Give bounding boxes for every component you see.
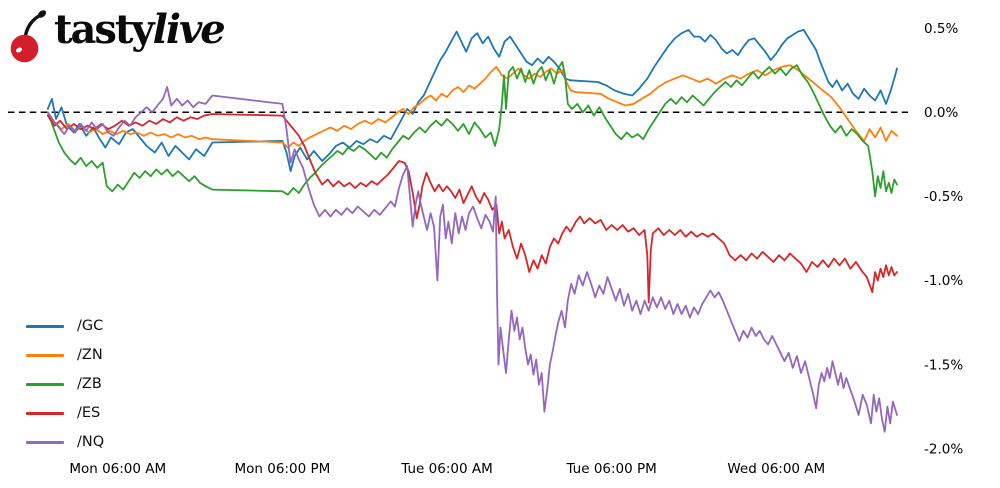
legend-label-zn: /ZN [77,347,103,364]
cherry-icon [10,10,47,63]
legend-item-zn: /ZN [26,341,104,370]
series-line-es [46,113,898,304]
y-tick-label: -2.0% [924,441,963,457]
x-tick-label: Mon 06:00 AM [69,461,166,477]
legend-label-es: /ES [77,405,101,422]
logo-text-tasty: tasty [54,6,155,53]
series-line-gc [46,29,898,172]
series-line-zn [46,64,898,149]
y-tick-label: 0.5% [924,21,958,37]
series-line-zb [46,60,898,198]
legend-line-swatch-gc [26,325,64,328]
legend-line-swatch-es [26,412,64,415]
logo-text-live: live [152,6,226,53]
x-tick-label: Tue 06:00 PM [565,461,656,477]
legend-line-swatch-zb [26,383,64,386]
legend-item-gc: /GC [26,312,104,341]
legend-item-nq: /NQ [26,428,104,457]
y-tick-label: 0.0% [924,105,958,121]
x-tick-label: Wed 06:00 AM [727,461,825,477]
legend-line-swatch-nq [26,441,64,444]
legend-item-es: /ES [26,399,104,428]
y-tick-label: -1.0% [924,273,963,289]
y-tick-label: -1.5% [924,357,963,373]
logo-wordmark: tastylive [54,4,226,56]
legend-label-zb: /ZB [77,376,102,393]
legend-line-swatch-zn [26,354,64,357]
legend-label-gc: /GC [77,318,104,335]
x-tick-label: Mon 06:00 PM [235,461,331,477]
legend-item-zb: /ZB [26,370,104,399]
series-line-nq [46,86,898,433]
y-tick-label: -0.5% [924,189,963,205]
chart-legend: /GC /ZN /ZB /ES /NQ [26,312,104,457]
tastylive-logo: tastylive [8,4,226,63]
legend-label-nq: /NQ [77,434,105,451]
x-tick-label: Tue 06:00 AM [400,461,492,477]
